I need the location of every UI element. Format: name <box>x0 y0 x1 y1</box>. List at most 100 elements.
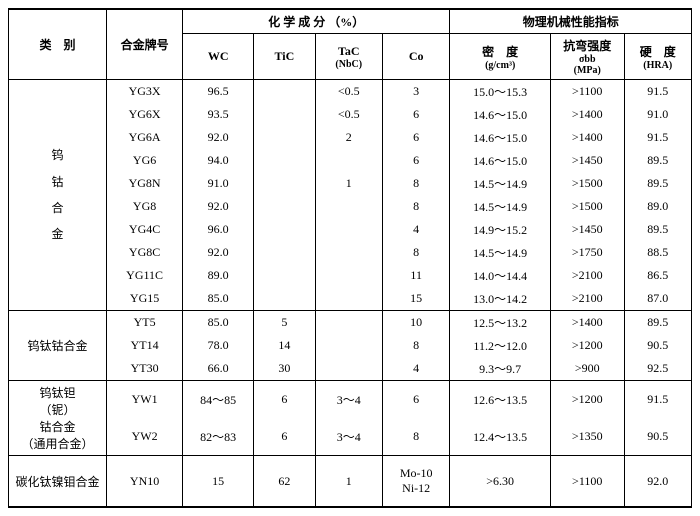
cell-wc: 96.5 <box>183 80 254 104</box>
cell-tac <box>315 149 382 172</box>
cell-tac: 1 <box>315 456 382 508</box>
table-row: YG1585.01513.0～14.2>210087.0 <box>9 287 692 311</box>
cell-wc: 78.0 <box>183 334 254 357</box>
cell-bend: >1400 <box>550 103 624 126</box>
cell-bend: >1500 <box>550 195 624 218</box>
cell-wc: 91.0 <box>183 172 254 195</box>
cell-tac <box>315 241 382 264</box>
cell-tac: <0.5 <box>315 103 382 126</box>
table-row: YG6A92.02614.6～15.0>140091.5 <box>9 126 692 149</box>
alloy-table: 类 别 合金牌号 化 学 成 分 （%） 物理机械性能指标 WC TiC TaC… <box>8 8 692 508</box>
cell-bend: >1100 <box>550 456 624 508</box>
cell-hard: 90.5 <box>624 418 692 456</box>
header-tac: TaC(NbC) <box>315 34 382 80</box>
cell-grade: YT5 <box>107 311 183 335</box>
cell-density: 14.5～14.9 <box>450 172 551 195</box>
cell-hard: 87.0 <box>624 287 692 311</box>
cell-bend: >1350 <box>550 418 624 456</box>
cell-wc: 94.0 <box>183 149 254 172</box>
cell-density: 11.2～12.0 <box>450 334 551 357</box>
cell-wc: 89.0 <box>183 264 254 287</box>
cell-tic <box>254 126 315 149</box>
cell-grade: YW1 <box>107 381 183 419</box>
cell-bend: >2100 <box>550 287 624 311</box>
cell-wc: 85.0 <box>183 287 254 311</box>
cell-density: 14.5～14.9 <box>450 241 551 264</box>
cell-bend: >2100 <box>550 264 624 287</box>
cell-tic: 14 <box>254 334 315 357</box>
cell-grade: YG6A <box>107 126 183 149</box>
header-wc: WC <box>183 34 254 80</box>
cell-co: 8 <box>382 172 449 195</box>
table-row: 碳化钛镍钼合金YN1015621Mo-10Ni-12>6.30>110092.0 <box>9 456 692 508</box>
cell-tac <box>315 287 382 311</box>
cell-wc: 84～85 <box>183 381 254 419</box>
cell-co: 11 <box>382 264 449 287</box>
cell-grade: YG3X <box>107 80 183 104</box>
cell-co: 8 <box>382 195 449 218</box>
cell-bend: >1100 <box>550 80 624 104</box>
cell-tic <box>254 80 315 104</box>
table-row: YG11C89.01114.0～14.4>210086.5 <box>9 264 692 287</box>
cell-tic: 6 <box>254 418 315 456</box>
cell-tac: <0.5 <box>315 80 382 104</box>
table-row: YT1478.014811.2～12.0>120090.5 <box>9 334 692 357</box>
table-row: 钨钴合金YG3X96.5<0.5315.0～15.3>110091.5 <box>9 80 692 104</box>
cell-hard: 91.5 <box>624 381 692 419</box>
cell-hard: 91.5 <box>624 80 692 104</box>
cell-density: 13.0～14.2 <box>450 287 551 311</box>
cell-tac: 2 <box>315 126 382 149</box>
cell-tic <box>254 195 315 218</box>
cell-tic: 30 <box>254 357 315 381</box>
cell-grade: YG11C <box>107 264 183 287</box>
header-chem: 化 学 成 分 （%） <box>183 9 450 34</box>
cell-wc: 92.0 <box>183 126 254 149</box>
cell-hard: 89.5 <box>624 172 692 195</box>
cell-bend: >1200 <box>550 334 624 357</box>
cell-density: 12.6～13.5 <box>450 381 551 419</box>
cell-tic <box>254 218 315 241</box>
table-row: YW282～8363～4812.4～13.5>135090.5 <box>9 418 692 456</box>
cell-co: 10 <box>382 311 449 335</box>
cell-co: 8 <box>382 241 449 264</box>
cell-wc: 85.0 <box>183 311 254 335</box>
header-phys: 物理机械性能指标 <box>450 9 692 34</box>
cell-tac <box>315 264 382 287</box>
cell-hard: 88.5 <box>624 241 692 264</box>
header-bend: 抗弯强度σbb(MPa) <box>550 34 624 80</box>
cell-co: 4 <box>382 357 449 381</box>
cell-tic <box>254 172 315 195</box>
table-row: YG6X93.5<0.5614.6～15.0>140091.0 <box>9 103 692 126</box>
cell-tic: 6 <box>254 381 315 419</box>
table-row: YG892.0814.5～14.9>150089.0 <box>9 195 692 218</box>
cell-tic <box>254 264 315 287</box>
cell-tic <box>254 287 315 311</box>
cell-grade: YG6X <box>107 103 183 126</box>
cell-wc: 92.0 <box>183 195 254 218</box>
cell-density: 14.9～15.2 <box>450 218 551 241</box>
header-grade: 合金牌号 <box>107 9 183 80</box>
cell-density: 14.6～15.0 <box>450 126 551 149</box>
cell-density: 14.6～15.0 <box>450 149 551 172</box>
cell-density: 14.0～14.4 <box>450 264 551 287</box>
table-row: 钨钛钽（铌）钴合金（通用合金）YW184～8563～4612.6～13.5>12… <box>9 381 692 419</box>
cell-tac: 3～4 <box>315 418 382 456</box>
cell-tac: 1 <box>315 172 382 195</box>
cell-hard: 89.5 <box>624 149 692 172</box>
table-row: YG4C96.0414.9～15.2>145089.5 <box>9 218 692 241</box>
cell-hard: 91.5 <box>624 126 692 149</box>
cell-density: 12.4～13.5 <box>450 418 551 456</box>
cell-bend: >1400 <box>550 126 624 149</box>
cell-wc: 93.5 <box>183 103 254 126</box>
cell-grade: YT14 <box>107 334 183 357</box>
header-category: 类 别 <box>9 9 107 80</box>
cell-co: 4 <box>382 218 449 241</box>
cell-hard: 89.5 <box>624 311 692 335</box>
cell-wc: 96.0 <box>183 218 254 241</box>
cell-hard: 92.5 <box>624 357 692 381</box>
cell-wc: 92.0 <box>183 241 254 264</box>
cell-co: 3 <box>382 80 449 104</box>
cell-co: 6 <box>382 103 449 126</box>
cell-bend: >900 <box>550 357 624 381</box>
cell-bend: >1450 <box>550 218 624 241</box>
